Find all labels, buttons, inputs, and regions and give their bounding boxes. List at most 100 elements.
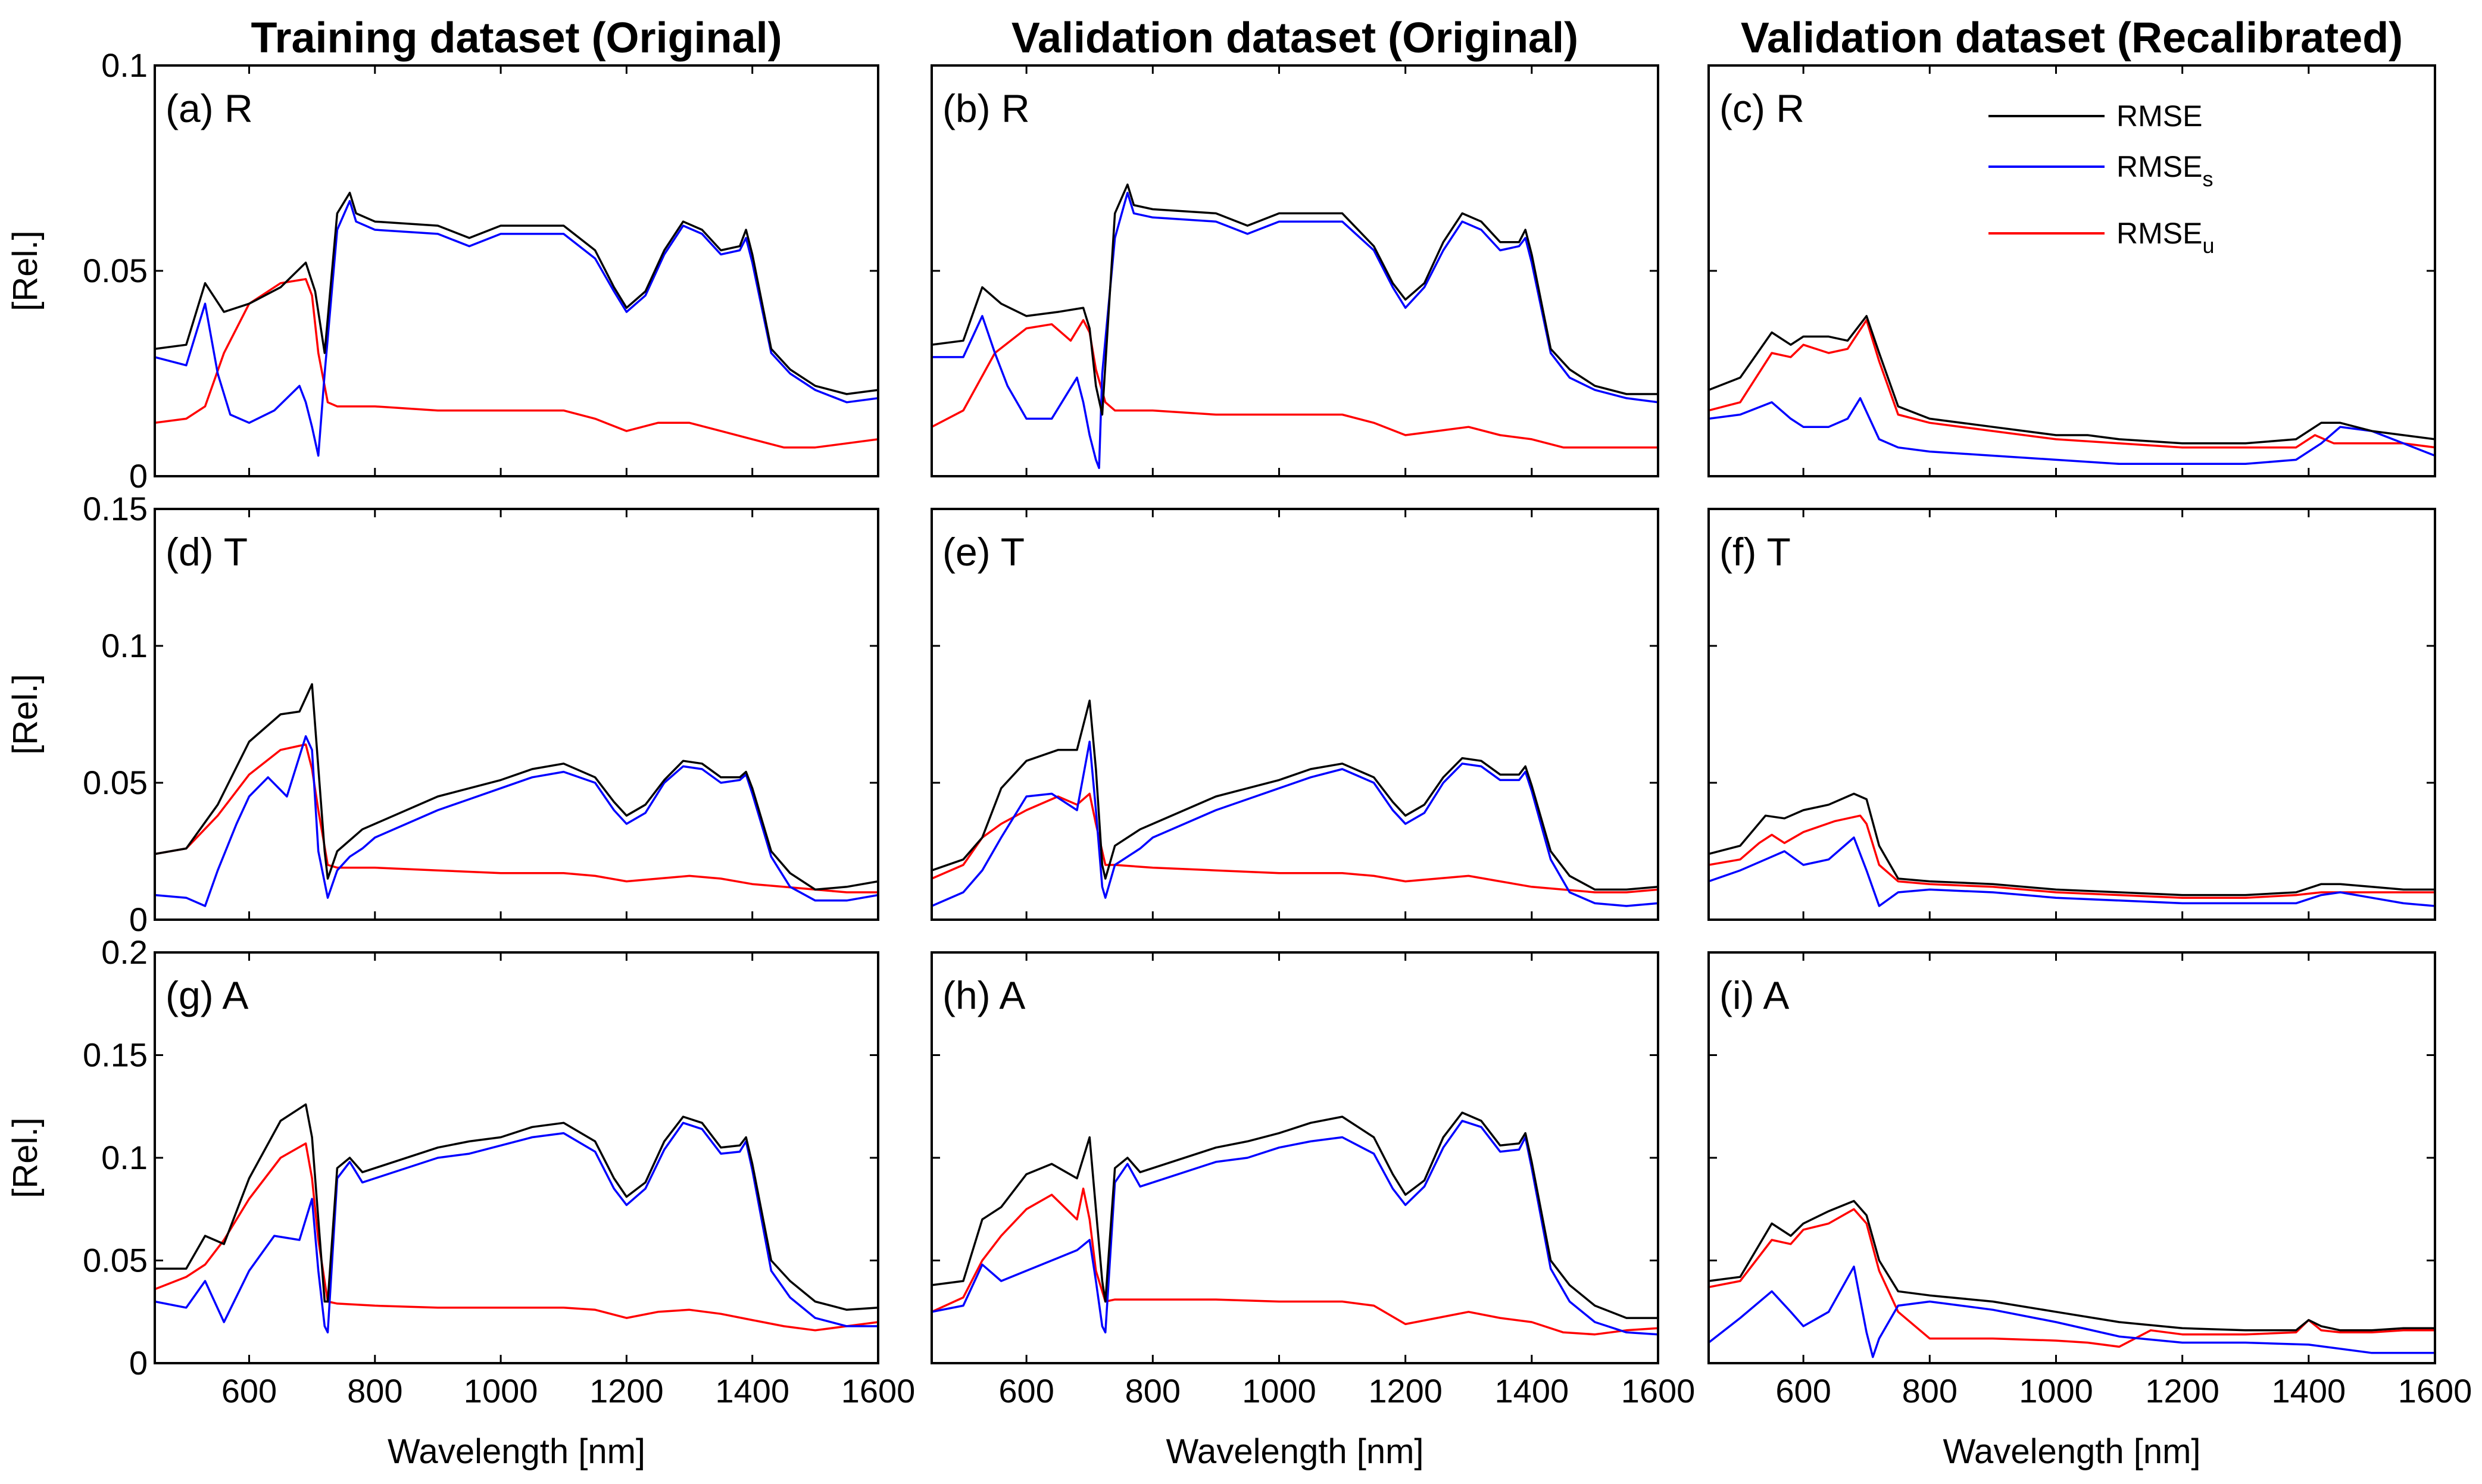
series-line-rmse-s (1709, 836, 2435, 907)
y-tick-label: 0 (129, 457, 148, 495)
column-title-1: Training dataset (Original) (251, 14, 782, 62)
legend-entry-rmse-s: RMSEs (1988, 150, 2213, 191)
series-line-rmse (155, 192, 878, 395)
legend-label-base: RMSE (2116, 150, 2202, 183)
series-line-rmse (1709, 1199, 2435, 1332)
x-tick-label: 1600 (841, 1372, 916, 1410)
plot-area (932, 509, 1658, 920)
x-tick-label: 1400 (1495, 1372, 1569, 1410)
x-tick-label: 600 (1775, 1372, 1831, 1410)
x-tick-label: 800 (1125, 1372, 1181, 1410)
series-line-rmse (932, 699, 1658, 891)
x-axis-label-col-1: Wavelength [nm] (388, 1432, 645, 1471)
series-line-rmse-u (155, 1142, 878, 1332)
panel-h-A: 600 800 1000 1200 1400 1600 (h) A (931, 951, 1696, 1410)
legend-label: RMSEs (2116, 150, 2213, 191)
series-line-rmse (932, 1111, 1658, 1319)
panel-e-T: (e) T (931, 508, 1659, 921)
legend-label-subscript: s (2202, 167, 2213, 191)
y-tick-label: 0.1 (101, 1139, 148, 1176)
axes-frame (154, 508, 879, 921)
plot-area (1709, 952, 2435, 1363)
plot-area (155, 65, 878, 476)
series-line-rmse-s (932, 741, 1658, 907)
panel-label: (e) T (942, 530, 1025, 574)
legend-label-subscript: u (2202, 233, 2214, 258)
panel-f-T: (f) T (1707, 508, 2436, 921)
panel-label: (d) T (166, 530, 248, 574)
panel-label: (c) R (1719, 86, 1804, 130)
y-tick-label: 0 (129, 1344, 148, 1382)
y-tick-label: 0.05 (83, 764, 148, 801)
series-line-rmse-s (1709, 1266, 2435, 1358)
x-tick-label: 1600 (2398, 1372, 2472, 1410)
panel-label: (a) R (166, 86, 253, 130)
series-line-rmse-s (1709, 397, 2435, 465)
panel-label: (g) A (166, 973, 248, 1017)
series-line-rmse (155, 1103, 878, 1311)
x-tick-label: 1200 (589, 1372, 664, 1410)
plot-area (155, 509, 878, 920)
panel-a-R: 0 0.05 0.1 (a) R (83, 46, 879, 495)
series-line-rmse-u (1709, 1208, 2435, 1348)
series-line-rmse (1709, 792, 2435, 896)
series-line-rmse-u (932, 319, 1658, 449)
x-tick-label: 1000 (464, 1372, 538, 1410)
x-tick-label: 1200 (1368, 1372, 1443, 1410)
x-tick-label: 1000 (2019, 1372, 2093, 1410)
legend-entry-rmse: RMSE (1988, 99, 2202, 133)
series-line-rmse (1709, 315, 2435, 445)
x-tick-label: 600 (221, 1372, 277, 1410)
x-tick-label: 800 (347, 1372, 402, 1410)
axes-frame (1707, 508, 2436, 921)
plot-area (1709, 65, 2435, 476)
legend-label: RMSEu (2116, 217, 2215, 258)
panel-label: (f) T (1719, 530, 1791, 574)
series-line-rmse (155, 683, 878, 891)
panel-label: (b) R (942, 86, 1030, 130)
column-title-2: Validation dataset (Original) (1011, 14, 1578, 62)
x-tick-label: 1400 (715, 1372, 789, 1410)
series-line-rmse-u (1709, 814, 2435, 899)
x-axis-label-col-3: Wavelength [nm] (1943, 1432, 2200, 1471)
panel-i-A: 600 800 1000 1200 1400 1600 (i) A (1707, 951, 2472, 1410)
panel-label: (h) A (942, 973, 1025, 1017)
x-axis-label-col-2: Wavelength [nm] (1166, 1432, 1423, 1471)
y-tick-label: 0 (129, 901, 148, 938)
series-line-rmse-u (932, 1188, 1658, 1336)
x-tick-label: 1000 (1242, 1372, 1316, 1410)
y-tick-label: 0.15 (83, 490, 148, 527)
y-tick-label: 0.2 (101, 933, 148, 971)
series-line-rmse-s (155, 199, 878, 457)
series-line-rmse-s (932, 192, 1658, 469)
y-tick-label: 0.05 (83, 1242, 148, 1279)
legend-label-base: RMSE (2116, 217, 2202, 250)
legend-label-base: RMSE (2116, 99, 2202, 133)
x-tick-label: 600 (998, 1372, 1054, 1410)
x-tick-label: 1200 (2145, 1372, 2219, 1410)
series-line-rmse-u (155, 743, 878, 893)
x-tick-label: 1600 (1621, 1372, 1696, 1410)
panel-d-T: 0 0.05 0.1 0.15 (d) T (83, 490, 879, 938)
column-title-3: Validation dataset (Recalibrated) (1741, 14, 2403, 62)
panel-c-R: (c) R (1707, 64, 2436, 477)
y-tick-label: 0.05 (83, 252, 148, 289)
series-line-rmse (932, 183, 1658, 416)
legend-entry-rmse-u: RMSEu (1988, 217, 2215, 258)
plot-area (1709, 509, 2435, 920)
panel-b-R: (b) R (931, 64, 1659, 477)
y-axis-label-row-2: [Rel.] (6, 674, 45, 754)
x-tick-label: 1400 (2272, 1372, 2346, 1410)
panel-label: (i) A (1719, 973, 1789, 1017)
x-tick-label: 800 (1902, 1372, 1957, 1410)
legend-label: RMSE (2116, 99, 2202, 133)
axes-frame (931, 508, 1659, 921)
plot-area (155, 952, 878, 1363)
y-axis-label-row-3: [Rel.] (6, 1117, 45, 1198)
series-line-rmse-u (932, 792, 1658, 893)
y-axis-label-row-1: [Rel.] (6, 230, 45, 311)
plot-area (932, 952, 1658, 1363)
panel-g-A: 600 800 1000 1200 1400 1600 0 0.05 0.1 0.15 0.2 (g)… (83, 933, 915, 1410)
